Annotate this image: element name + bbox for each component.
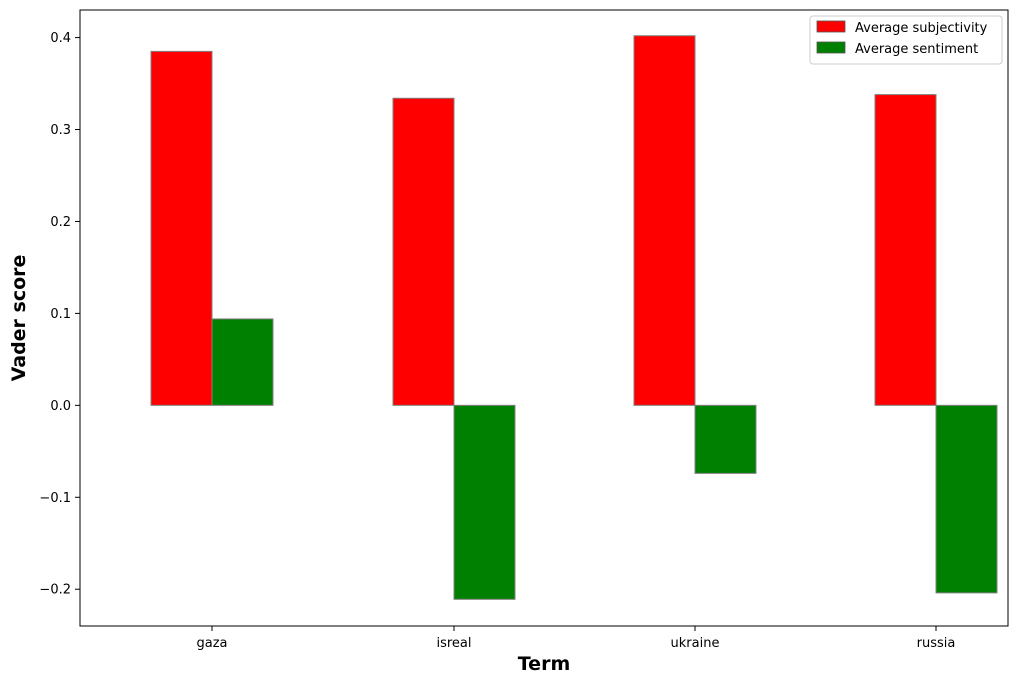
- legend-swatch-sentiment: [816, 41, 846, 54]
- legend: Average subjectivity Average sentiment: [809, 15, 1003, 65]
- x-tick-label: gaza: [196, 636, 227, 651]
- y-tick-label: −0.2: [39, 583, 71, 598]
- bar-sentiment-isreal: [453, 404, 516, 600]
- bar-sentiment-ukraine: [694, 404, 757, 474]
- bar-subjectivity-russia: [874, 94, 937, 406]
- legend-label-subjectivity: Average subjectivity: [855, 21, 988, 36]
- bars-layer: [150, 35, 998, 600]
- bar-subjectivity-ukraine: [633, 35, 696, 406]
- x-axis-ticks: gaza isreal ukraine russia: [196, 626, 955, 651]
- x-tick-label: isreal: [436, 636, 471, 651]
- y-axis-label: Vader score: [8, 255, 30, 382]
- y-tick-label: 0.1: [50, 307, 71, 322]
- bar-sentiment-gaza: [211, 318, 274, 406]
- x-tick-label: ukraine: [671, 636, 720, 651]
- x-tick-label: russia: [917, 636, 956, 651]
- y-tick-label: −0.1: [39, 491, 71, 506]
- legend-box: [809, 15, 1003, 65]
- y-tick-label: 0.3: [50, 123, 71, 138]
- y-tick-label: 0.4: [50, 31, 71, 46]
- y-axis-ticks: −0.2 −0.1 0.0 0.1 0.2 0.3 0.4: [39, 31, 80, 598]
- legend-swatch-subjectivity: [816, 20, 846, 33]
- legend-label-sentiment: Average sentiment: [855, 42, 978, 57]
- plot-frame: [79, 9, 1009, 627]
- x-axis-label: Term: [518, 653, 571, 675]
- bar-sentiment-russia: [935, 404, 998, 594]
- bar-subjectivity-isreal: [392, 97, 455, 406]
- bar-subjectivity-gaza: [150, 50, 213, 406]
- y-tick-label: 0.2: [50, 215, 71, 230]
- y-tick-label: 0.0: [50, 399, 71, 414]
